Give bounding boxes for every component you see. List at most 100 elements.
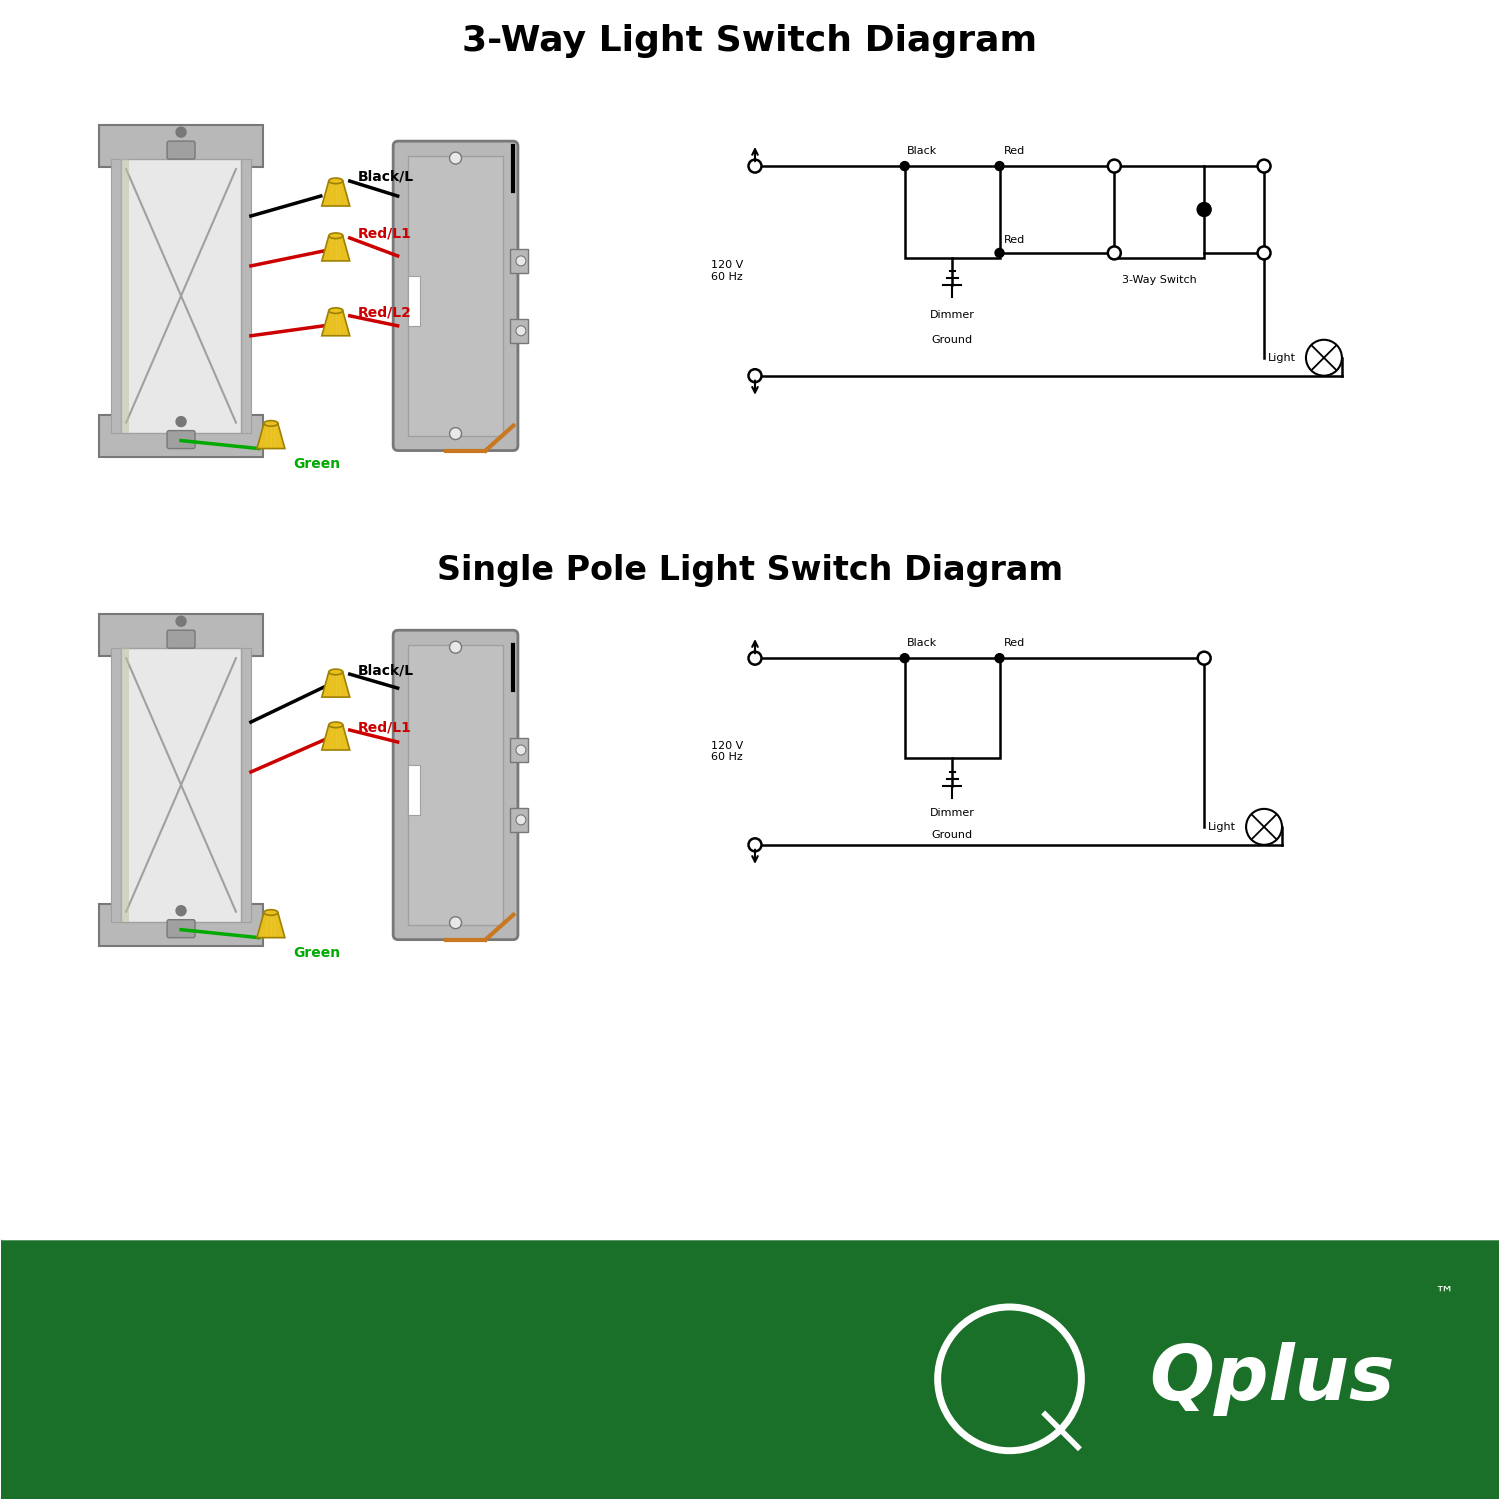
Bar (99, 903, 262, 945)
Polygon shape (322, 310, 350, 336)
Text: Green: Green (906, 236, 940, 244)
Bar (2, 1239, 1498, 1498)
Ellipse shape (328, 669, 344, 675)
Bar (2, 1239, 1498, 1498)
Circle shape (1197, 651, 1210, 664)
Text: Red/L2: Red/L2 (357, 306, 411, 320)
Bar (99, 124, 262, 166)
Text: Qplus: Qplus (1149, 1342, 1395, 1416)
FancyBboxPatch shape (166, 430, 195, 448)
FancyBboxPatch shape (393, 141, 518, 450)
Circle shape (1306, 340, 1342, 375)
Circle shape (748, 159, 762, 172)
Bar (510, 320, 528, 344)
Text: Black: Black (906, 146, 938, 156)
Circle shape (176, 906, 186, 915)
Circle shape (176, 417, 186, 426)
Bar (242, 159, 250, 432)
Circle shape (1257, 246, 1270, 259)
Bar (408, 276, 420, 326)
Ellipse shape (328, 722, 344, 728)
Bar (122, 648, 242, 921)
Circle shape (1257, 159, 1270, 172)
Circle shape (1246, 808, 1282, 844)
Text: ™: ™ (1434, 1284, 1454, 1304)
Circle shape (516, 746, 526, 754)
Circle shape (450, 152, 462, 164)
Circle shape (176, 128, 186, 136)
Text: Red/L1: Red/L1 (357, 720, 411, 734)
Bar (408, 765, 420, 814)
Circle shape (994, 249, 1004, 258)
Bar (122, 159, 129, 432)
Text: Single Pole Light Switch Diagram: Single Pole Light Switch Diagram (436, 554, 1064, 586)
Circle shape (748, 651, 762, 664)
Ellipse shape (328, 178, 344, 183)
Text: Black/L: Black/L (357, 170, 414, 183)
Bar (111, 159, 122, 432)
Bar (408, 156, 503, 435)
Text: Green: Green (292, 945, 340, 960)
Circle shape (748, 839, 762, 852)
Bar (904, 658, 999, 758)
FancyBboxPatch shape (393, 630, 518, 939)
Bar (122, 648, 129, 921)
Bar (408, 645, 503, 924)
FancyBboxPatch shape (166, 141, 195, 159)
Bar (904, 166, 999, 258)
Circle shape (450, 916, 462, 928)
Text: Green: Green (292, 456, 340, 471)
Circle shape (994, 654, 1004, 663)
Text: 120 V
60 Hz: 120 V 60 Hz (711, 741, 742, 762)
Bar (1114, 166, 1204, 258)
Ellipse shape (264, 909, 278, 915)
Circle shape (516, 256, 526, 265)
Circle shape (1108, 246, 1120, 259)
Text: Black: Black (906, 638, 938, 648)
Polygon shape (322, 724, 350, 750)
Bar (99, 414, 262, 456)
Circle shape (748, 369, 762, 382)
Text: Dimmer: Dimmer (930, 310, 975, 320)
Text: Green: Green (906, 710, 940, 720)
Circle shape (516, 815, 526, 825)
Circle shape (450, 427, 462, 439)
Circle shape (994, 162, 1004, 171)
Circle shape (516, 326, 526, 336)
Bar (111, 648, 122, 921)
Bar (122, 159, 242, 432)
Ellipse shape (328, 232, 344, 238)
Text: Dimmer: Dimmer (930, 808, 975, 818)
Polygon shape (322, 182, 350, 206)
Bar (510, 808, 528, 832)
Bar (510, 249, 528, 273)
Circle shape (1197, 202, 1210, 216)
Text: Light: Light (1268, 352, 1296, 363)
Bar (510, 738, 528, 762)
FancyBboxPatch shape (166, 920, 195, 938)
Circle shape (900, 162, 909, 171)
Circle shape (900, 654, 909, 663)
Circle shape (1108, 159, 1120, 172)
Ellipse shape (264, 420, 278, 426)
Bar (242, 648, 250, 921)
Text: 3-Way Switch: 3-Way Switch (1122, 274, 1197, 285)
Ellipse shape (328, 308, 344, 314)
Circle shape (176, 616, 186, 626)
Polygon shape (256, 423, 285, 448)
Text: Ground: Ground (932, 334, 972, 345)
Text: Light: Light (1208, 822, 1236, 833)
Polygon shape (256, 912, 285, 938)
FancyBboxPatch shape (166, 630, 195, 648)
Text: Ground: Ground (932, 830, 972, 840)
Text: Red/L1: Red/L1 (357, 226, 411, 242)
Bar (99, 615, 262, 656)
Circle shape (450, 640, 462, 652)
Text: 120 V
60 Hz: 120 V 60 Hz (711, 260, 742, 282)
Text: Red: Red (1004, 638, 1025, 648)
Text: Black/L: Black/L (357, 663, 414, 676)
Text: Red: Red (1004, 146, 1025, 156)
Text: 3-Way Light Switch Diagram: 3-Way Light Switch Diagram (462, 24, 1038, 58)
Text: Red: Red (1004, 236, 1025, 244)
Polygon shape (322, 236, 350, 261)
